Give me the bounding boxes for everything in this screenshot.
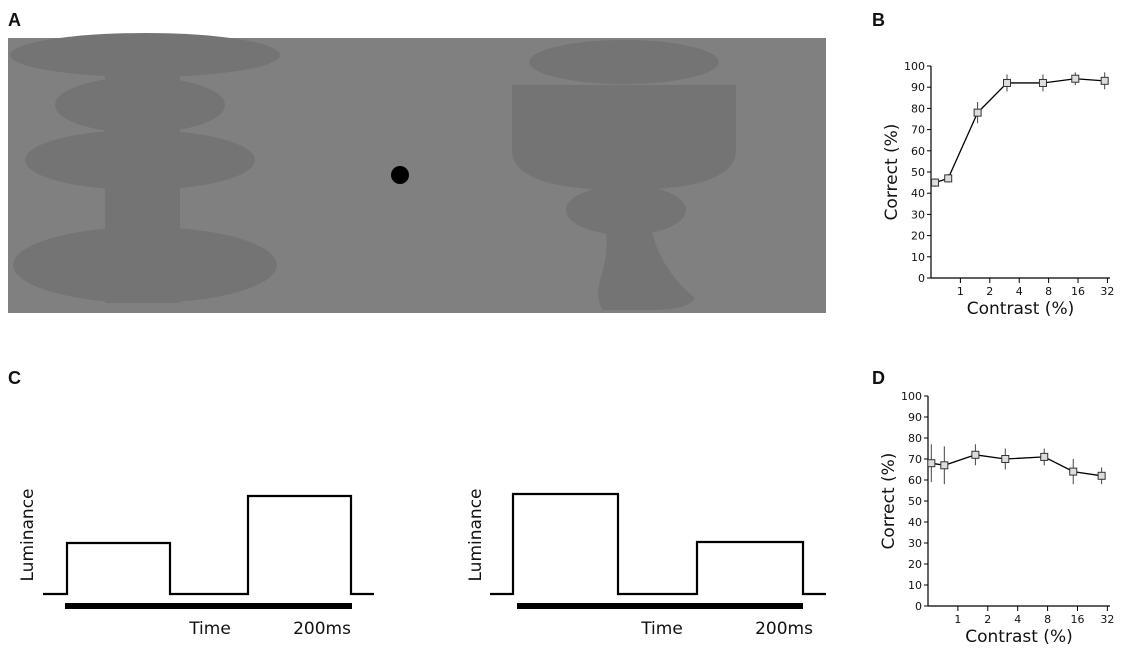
- duration-label: 200ms: [755, 619, 813, 639]
- y-tick-label: 40: [911, 187, 925, 200]
- axis-title: Luminance: [466, 488, 486, 581]
- y-tick-label: 20: [911, 230, 925, 243]
- x-tick-label: 4: [1014, 613, 1021, 626]
- x-tick-label: 8: [1044, 613, 1051, 626]
- data-point: [1071, 74, 1080, 83]
- y-tick-label: 60: [908, 474, 922, 487]
- y-tick-label: 70: [911, 124, 925, 137]
- x-tick-label: 4: [1016, 285, 1023, 298]
- y-axis-title: Correct (%): [879, 453, 899, 550]
- y-tick-label: 0: [918, 272, 925, 285]
- y-tick-label: 50: [908, 495, 922, 508]
- data-point: [927, 459, 936, 468]
- y-tick-label: 90: [908, 411, 922, 424]
- x-axis-title: Contrast (%): [965, 627, 1072, 647]
- x-tick-label: 2: [986, 285, 993, 298]
- data-point: [940, 461, 949, 470]
- y-tick-label: 80: [911, 102, 925, 115]
- duration-label: 200ms: [293, 619, 351, 639]
- x-tick-label: 16: [1070, 613, 1084, 626]
- y-tick-label: 100: [904, 60, 925, 73]
- x-tick-label: 1: [957, 285, 964, 298]
- data-point: [944, 174, 953, 183]
- axis-title: Luminance: [18, 488, 38, 581]
- axis-title: Time: [188, 619, 231, 639]
- y-tick-label: 60: [911, 145, 925, 158]
- x-axis-title: Contrast (%): [967, 299, 1074, 319]
- data-point: [1040, 452, 1049, 461]
- x-tick-label: 16: [1071, 285, 1085, 298]
- panel-label: D: [872, 368, 885, 388]
- y-tick-label: 40: [908, 516, 922, 529]
- y-tick-label: 0: [915, 600, 922, 613]
- data-point: [1003, 78, 1012, 87]
- y-tick-label: 30: [911, 208, 925, 221]
- y-tick-label: 10: [908, 579, 922, 592]
- y-tick-label: 30: [908, 537, 922, 550]
- data-point: [1038, 78, 1047, 87]
- axis-title: Time: [640, 619, 683, 639]
- y-tick-label: 10: [911, 251, 925, 264]
- data-point: [1001, 455, 1010, 463]
- luminance-trace: [43, 492, 826, 596]
- data-point: [973, 108, 982, 117]
- x-tick-label: 1: [954, 613, 961, 626]
- stimulus: [8, 33, 826, 313]
- y-axis-title: Correct (%): [882, 124, 902, 221]
- data-point: [1100, 76, 1109, 85]
- y-tick-label: 90: [911, 81, 925, 94]
- y-tick-label: 100: [901, 390, 922, 403]
- data-point: [971, 450, 980, 459]
- x-tick-label: 8: [1045, 285, 1052, 298]
- y-tick-label: 20: [908, 558, 922, 571]
- panel-label: C: [8, 368, 21, 388]
- data-point: [1097, 471, 1106, 480]
- duration-bar: [65, 603, 352, 609]
- y-tick-label: 50: [911, 166, 925, 179]
- data-line: [934, 78, 1105, 184]
- data-point: [1069, 467, 1078, 476]
- y-tick-label: 70: [908, 453, 922, 466]
- x-tick-label: 32: [1100, 285, 1114, 298]
- duration-bar: [517, 603, 803, 609]
- x-tick-label: 2: [984, 613, 991, 626]
- panel-label: A: [8, 10, 21, 30]
- y-tick-label: 80: [908, 432, 922, 445]
- x-tick-label: 32: [1100, 613, 1114, 626]
- data-point: [931, 178, 940, 187]
- panel-label: B: [872, 10, 885, 30]
